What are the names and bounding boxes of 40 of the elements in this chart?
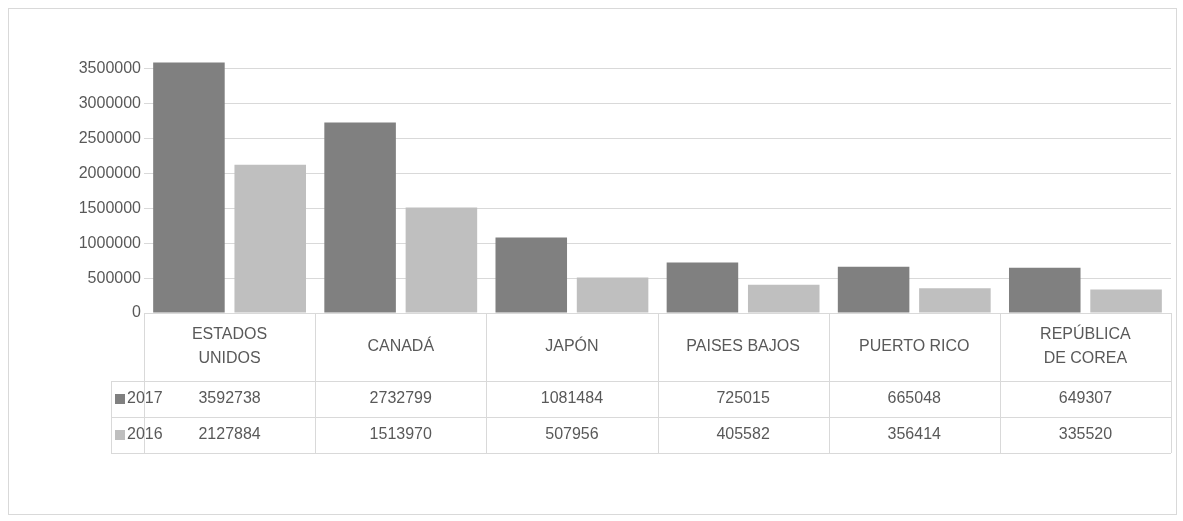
y-tick-label: 2000000 xyxy=(78,163,142,181)
x-tick-label: ESTADOS UNIDOS xyxy=(191,325,268,367)
data-label: 1513970 xyxy=(369,425,432,443)
x-tick-label: REPÚBLICA DE COREA xyxy=(1040,324,1132,367)
data-label: 665048 xyxy=(887,389,942,407)
data-label: 2732799 xyxy=(369,389,432,407)
bar xyxy=(837,266,910,313)
bar xyxy=(747,284,820,313)
bar xyxy=(495,237,568,313)
data-label: 1081484 xyxy=(540,389,604,407)
y-tick-label: 3000000 xyxy=(78,94,142,112)
data-label: 2127884 xyxy=(198,425,261,443)
data-label: 405582 xyxy=(716,425,770,443)
bar xyxy=(234,164,307,313)
y-tick-label: 0 xyxy=(132,303,142,321)
legend-label: 2017 xyxy=(127,389,163,407)
bar xyxy=(576,277,649,313)
data-label: 335520 xyxy=(1058,425,1113,443)
y-tick-label: 1500000 xyxy=(78,198,142,216)
bar xyxy=(666,262,739,313)
x-tick-label: PAISES BAJOS xyxy=(686,337,800,355)
data-label: 3592738 xyxy=(198,389,261,407)
bar xyxy=(153,62,225,313)
legend-label: 2016 xyxy=(127,425,163,443)
bar xyxy=(1008,267,1081,313)
x-tick-label: JAPÓN xyxy=(545,336,599,355)
y-tick-label: 500000 xyxy=(87,268,142,286)
bar xyxy=(1090,289,1162,313)
data-label: 649307 xyxy=(1058,389,1113,407)
data-label: 356414 xyxy=(887,425,942,443)
data-label: 725015 xyxy=(716,389,770,407)
x-tick-label: PUERTO RICO xyxy=(858,337,970,355)
y-tick-label: 2500000 xyxy=(78,129,142,147)
x-tick-label: CANADÁ xyxy=(367,336,435,355)
bar xyxy=(324,122,396,313)
y-tick-label: 1000000 xyxy=(78,233,142,251)
bar xyxy=(405,207,478,313)
bar xyxy=(919,288,991,313)
data-label: 507956 xyxy=(545,425,599,443)
y-tick-label: 3500000 xyxy=(78,59,142,77)
